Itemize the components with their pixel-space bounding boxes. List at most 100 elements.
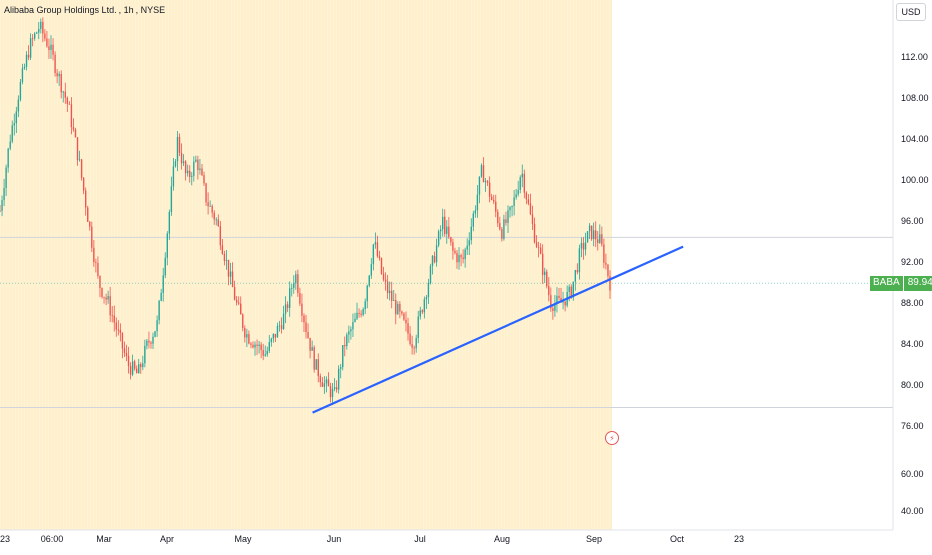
candle-body (590, 225, 593, 240)
candle-body (393, 300, 395, 301)
candle-body (576, 270, 579, 273)
candle-body (395, 300, 397, 315)
candle-body (442, 216, 444, 230)
candle-body (360, 313, 362, 315)
candle-body (166, 233, 168, 258)
candle-body (272, 333, 275, 339)
candle-body (123, 348, 126, 353)
candle-body (474, 210, 477, 214)
candle-body (62, 91, 64, 93)
candle-body (268, 342, 270, 351)
y-tick-label: 60.00 (901, 469, 924, 479)
candle-body (556, 295, 558, 304)
x-tick-label: Jul (414, 534, 426, 544)
candle-body (197, 159, 199, 171)
candle-body (121, 332, 124, 349)
candle-body (17, 99, 20, 112)
candle-body (411, 344, 413, 348)
candle-body (429, 266, 432, 284)
candle-body (109, 296, 111, 316)
flash-icon[interactable]: ⚡ (605, 431, 619, 445)
candle-body (580, 243, 583, 249)
candle-body (527, 199, 530, 204)
candle-body (437, 231, 440, 246)
candle-body (111, 315, 113, 317)
candle-body (554, 303, 556, 311)
candle-body (138, 364, 140, 374)
candle-body (280, 325, 283, 330)
candle-body (252, 344, 254, 348)
candle-body (382, 273, 385, 280)
candle-body (133, 361, 136, 369)
candle-body (307, 332, 309, 338)
candle-body (362, 309, 364, 315)
candle-body (101, 288, 103, 297)
candle-body (5, 167, 7, 188)
candle-body (331, 388, 334, 398)
candle-body (68, 103, 71, 105)
candle-body (586, 231, 589, 243)
candle-body (82, 177, 85, 191)
candle-body (405, 319, 407, 324)
candle-body (513, 197, 515, 206)
candle-body (325, 379, 328, 384)
candle-body (260, 344, 262, 351)
candle-body (205, 183, 207, 203)
candle-body (574, 270, 577, 282)
candle-body (309, 337, 311, 351)
candle-body (42, 21, 44, 34)
candle-body (172, 166, 175, 187)
candle-body (478, 176, 481, 195)
candle-body (235, 299, 238, 303)
candle-body (388, 290, 391, 294)
candle-body (305, 322, 307, 333)
candle-body (454, 250, 456, 254)
candle-body (270, 338, 273, 343)
candle-body (248, 334, 250, 344)
candle-body (293, 283, 295, 288)
candle-body (584, 242, 587, 250)
y-tick-label: 84.00 (901, 339, 924, 349)
candle-body (552, 308, 554, 311)
candle-body (107, 296, 109, 300)
candle-body (274, 333, 277, 338)
candle-body (488, 182, 491, 197)
candle-body (505, 219, 507, 223)
candle-body (413, 347, 415, 349)
candle-body (211, 205, 213, 213)
candle-body (376, 242, 379, 257)
candle-body (207, 202, 209, 207)
candle-body (329, 386, 332, 398)
candle-body (301, 303, 303, 316)
candle-body (323, 383, 326, 387)
candle-body (519, 177, 521, 190)
candle-body (195, 159, 197, 162)
candle-body (60, 74, 62, 93)
candle-body (568, 286, 570, 292)
candle-body (282, 313, 285, 330)
candle-body (48, 46, 50, 51)
candle-body (368, 275, 370, 286)
candle-body (401, 311, 403, 314)
candle-body (423, 299, 426, 313)
candle-body (46, 38, 48, 47)
x-tick-label: Oct (670, 534, 685, 544)
candle-body (119, 329, 122, 333)
candle-body (366, 285, 368, 302)
candle-body (550, 295, 552, 309)
candle-body (215, 219, 217, 221)
currency-button[interactable]: USD (896, 3, 926, 21)
candle-body (601, 234, 603, 245)
candle-body (56, 72, 58, 77)
candle-body (78, 159, 81, 161)
candle-body (370, 264, 373, 276)
candle-body (93, 247, 95, 263)
candle-body (435, 245, 438, 263)
candle-body (50, 44, 52, 51)
candle-body (278, 325, 281, 327)
candle-body (76, 137, 79, 161)
candle-body (548, 286, 550, 296)
candle-body (176, 136, 179, 162)
